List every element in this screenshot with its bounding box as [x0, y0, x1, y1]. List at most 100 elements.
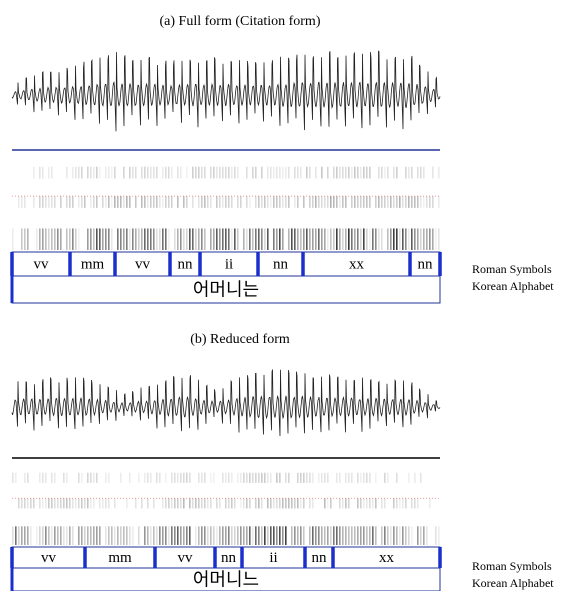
spectro-band — [24, 526, 26, 545]
spectro-band — [366, 472, 368, 483]
segment-label: vv — [34, 256, 50, 272]
spectro-band — [294, 166, 296, 179]
spectro-band — [303, 196, 305, 208]
spectro-band — [351, 526, 353, 545]
spectro-band — [210, 196, 212, 208]
spectro-band — [315, 196, 317, 208]
spectro-band — [183, 526, 185, 545]
spectro-band — [204, 526, 206, 545]
spectro-band — [159, 526, 161, 545]
spectro-band — [276, 472, 278, 483]
spectro-band — [258, 472, 260, 483]
spectro-band — [345, 526, 347, 545]
spectro-band — [63, 472, 65, 483]
spectro-band — [99, 228, 101, 250]
spectro-band — [231, 228, 233, 250]
spectro-band — [300, 228, 302, 250]
spectro-band — [66, 228, 68, 250]
spectro-band — [270, 526, 272, 545]
spectro-band — [39, 498, 41, 509]
spectro-band — [144, 526, 146, 545]
spectro-band — [417, 498, 419, 509]
spectro-band — [399, 526, 401, 545]
spectro-band — [384, 196, 386, 208]
spectro-band — [57, 498, 59, 509]
spectro-band — [252, 166, 254, 179]
spectro-band — [342, 166, 344, 179]
spectro-band — [324, 498, 326, 509]
spectro-band — [396, 526, 398, 545]
spectro-band — [420, 472, 422, 483]
spectro-band — [420, 196, 422, 208]
spectro-band — [246, 166, 248, 179]
spectro-band — [150, 472, 152, 483]
spectro-band — [51, 498, 53, 509]
spectro-band — [201, 472, 203, 483]
spectro-band — [228, 472, 230, 483]
spectro-band — [306, 228, 308, 250]
spectro-band — [150, 526, 152, 545]
waveform — [11, 50, 441, 132]
spectro-band — [93, 498, 95, 509]
spectro-band — [114, 196, 116, 208]
spectro-band — [216, 526, 218, 545]
spectro-band — [252, 526, 254, 545]
spectro-band — [255, 526, 257, 545]
spectro-band — [363, 472, 365, 483]
spectro-band — [333, 196, 335, 208]
spectro-band — [291, 526, 293, 545]
spectro-band — [45, 498, 47, 509]
panel-title: (a) Full form (Citation form) — [160, 14, 321, 29]
spectro-band — [366, 166, 368, 179]
spectro-band — [186, 166, 188, 179]
spectro-band — [330, 196, 332, 208]
spectro-band — [21, 526, 23, 545]
segment-label: mm — [108, 550, 132, 566]
spectro-band — [312, 196, 314, 208]
spectro-band — [171, 472, 173, 483]
spectro-band — [75, 166, 77, 179]
spectro-band — [162, 166, 164, 179]
spectro-band — [126, 228, 128, 250]
spectro-band — [234, 228, 236, 250]
spectro-band — [93, 228, 95, 250]
spectro-band — [135, 498, 137, 509]
spectro-band — [336, 472, 338, 483]
spectro-band — [108, 526, 110, 545]
spectro-band — [249, 196, 251, 208]
spectro-band — [42, 526, 44, 545]
segment-label: nn — [273, 256, 289, 272]
spectro-band — [222, 196, 224, 208]
spectro-band — [438, 196, 440, 208]
spectro-band — [243, 526, 245, 545]
spectro-band — [117, 228, 119, 250]
spectro-band — [93, 166, 95, 179]
spectro-band — [360, 472, 362, 483]
spectro-band — [345, 196, 347, 208]
spectro-band — [114, 526, 116, 545]
spectro-band — [423, 526, 425, 545]
spectro-band — [126, 196, 128, 208]
spectro-band — [165, 196, 167, 208]
spectro-band — [408, 228, 410, 250]
spectro-band — [393, 498, 395, 509]
spectro-band — [324, 196, 326, 208]
spectro-band — [54, 228, 56, 250]
spectro-band — [141, 498, 143, 509]
spectro-band — [90, 196, 92, 208]
spectro-band — [420, 166, 422, 179]
spectro-band — [51, 196, 53, 208]
spectro-band — [96, 228, 98, 250]
spectro-band — [108, 498, 110, 509]
spectro-band — [261, 196, 263, 208]
spectro-band — [381, 498, 383, 509]
spectro-band — [93, 526, 95, 545]
spectro-band — [69, 228, 71, 250]
spectro-band — [183, 472, 185, 483]
spectro-band — [42, 472, 44, 483]
spectro-band — [75, 498, 77, 509]
spectro-band — [246, 228, 248, 250]
spectro-band — [210, 472, 212, 483]
spectro-band — [24, 498, 26, 509]
spectro-band — [225, 196, 227, 208]
